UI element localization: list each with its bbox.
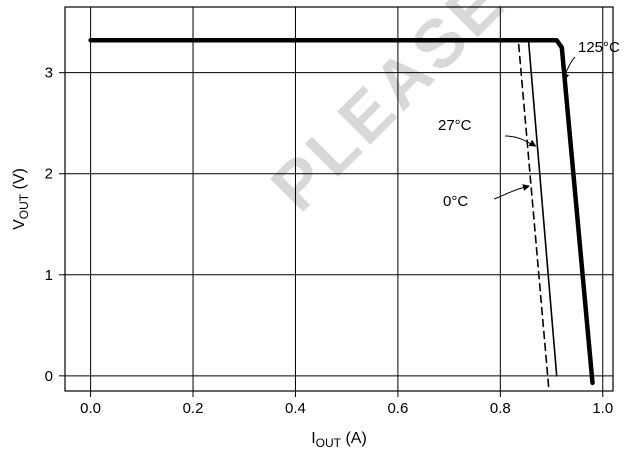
x-tick-label: 0.8 (490, 400, 511, 417)
series-label: 125°C (578, 39, 620, 56)
plot-area (88, 38, 595, 391)
series-label: 27°C (438, 117, 472, 134)
y-tick-label: 3 (45, 65, 53, 82)
leader-arrowhead (522, 184, 531, 191)
series-annotations: 125°C 27°C 0°C (438, 39, 620, 210)
x-axis-label: IOUT (A) (311, 430, 367, 450)
x-tick-label: 1.0 (592, 400, 613, 417)
y-tick-label: 2 (45, 166, 53, 183)
x-tick-label: 0.2 (183, 400, 204, 417)
series-label: 0°C (443, 193, 468, 210)
y-tick-label: 0 (45, 368, 53, 385)
x-tick-label: 0.4 (285, 400, 306, 417)
axis-ticks: 0.0 0.2 0.4 0.6 0.8 1.0 0 1 2 3 (45, 65, 614, 417)
leader-arrowhead (528, 139, 537, 147)
y-tick-label: 1 (45, 267, 53, 284)
leader-arrowhead (562, 73, 570, 81)
x-tick-label: 0.6 (387, 400, 408, 417)
plot-frame (64, 6, 614, 392)
watermark: PLEASE CONSULT REPRESENTATIVE (257, 0, 635, 226)
series-line (89, 39, 550, 391)
x-tick-label: 0.0 (80, 400, 101, 417)
y-axis-label: VOUT (V) (11, 168, 31, 230)
watermark-text: PLEASE CONSULT REPRESENTATIVE (257, 0, 635, 226)
